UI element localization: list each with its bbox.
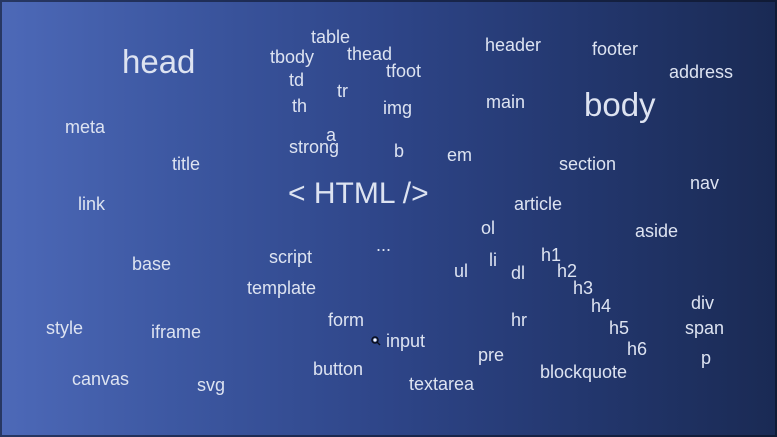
- word-blockquote: blockquote: [540, 362, 628, 382]
- word-em: em: [447, 145, 473, 165]
- word-ol: ol: [481, 218, 496, 238]
- word-thead: thead: [347, 44, 393, 64]
- word-table: table: [311, 27, 351, 47]
- word-tr: tr: [337, 81, 348, 101]
- word-p: p: [701, 348, 712, 368]
- word-h4: h4: [591, 296, 612, 316]
- word-main: main: [486, 92, 526, 112]
- word-img: img: [383, 98, 413, 118]
- word-button: button: [313, 359, 364, 379]
- word-h1: h1: [541, 245, 562, 265]
- word-span: span: [685, 318, 725, 338]
- word-footer: footer: [592, 39, 639, 59]
- word-article: article: [514, 194, 563, 214]
- word-template: template: [247, 278, 317, 298]
- word-a: a: [326, 125, 337, 145]
- word-input: input: [386, 331, 426, 351]
- word-canvas: canvas: [72, 369, 130, 389]
- word-b: b: [394, 141, 405, 161]
- word-svg: svg: [197, 375, 226, 395]
- word-meta: meta: [65, 117, 106, 137]
- word-base: base: [132, 254, 172, 274]
- word-dl: dl: [511, 263, 526, 283]
- word-section: section: [559, 154, 617, 174]
- word-h2: h2: [557, 261, 578, 281]
- word-iframe: iframe: [151, 322, 202, 342]
- word-header: header: [485, 35, 542, 55]
- word-tfoot: tfoot: [386, 61, 422, 81]
- word-nav: nav: [690, 173, 720, 193]
- mouse-cursor-icon: [371, 336, 381, 346]
- word-tbody: tbody: [270, 47, 315, 67]
- word-title: title: [172, 154, 201, 174]
- word-h6: h6: [627, 339, 648, 359]
- word-body: body: [584, 86, 656, 123]
- word-textarea: textarea: [409, 374, 475, 394]
- word-strong: strong: [289, 137, 340, 157]
- word-h5: h5: [609, 318, 630, 338]
- word-style: style: [46, 318, 84, 338]
- word-hr: hr: [511, 310, 528, 330]
- word-aside: aside: [635, 221, 679, 241]
- word-pre: pre: [478, 345, 505, 365]
- word-ellipsis: ...: [376, 235, 392, 255]
- word-head: head: [122, 43, 196, 80]
- word-address: address: [669, 62, 734, 82]
- word-ul: ul: [454, 261, 469, 281]
- slide-title: < HTML />: [288, 177, 429, 210]
- word-th: th: [292, 96, 308, 116]
- word-td: td: [289, 70, 305, 90]
- word-div: div: [691, 293, 715, 313]
- word-h3: h3: [573, 278, 594, 298]
- word-form: form: [328, 310, 364, 330]
- word-script: script: [269, 247, 313, 267]
- word-link: link: [78, 194, 106, 214]
- word-li: li: [489, 250, 497, 270]
